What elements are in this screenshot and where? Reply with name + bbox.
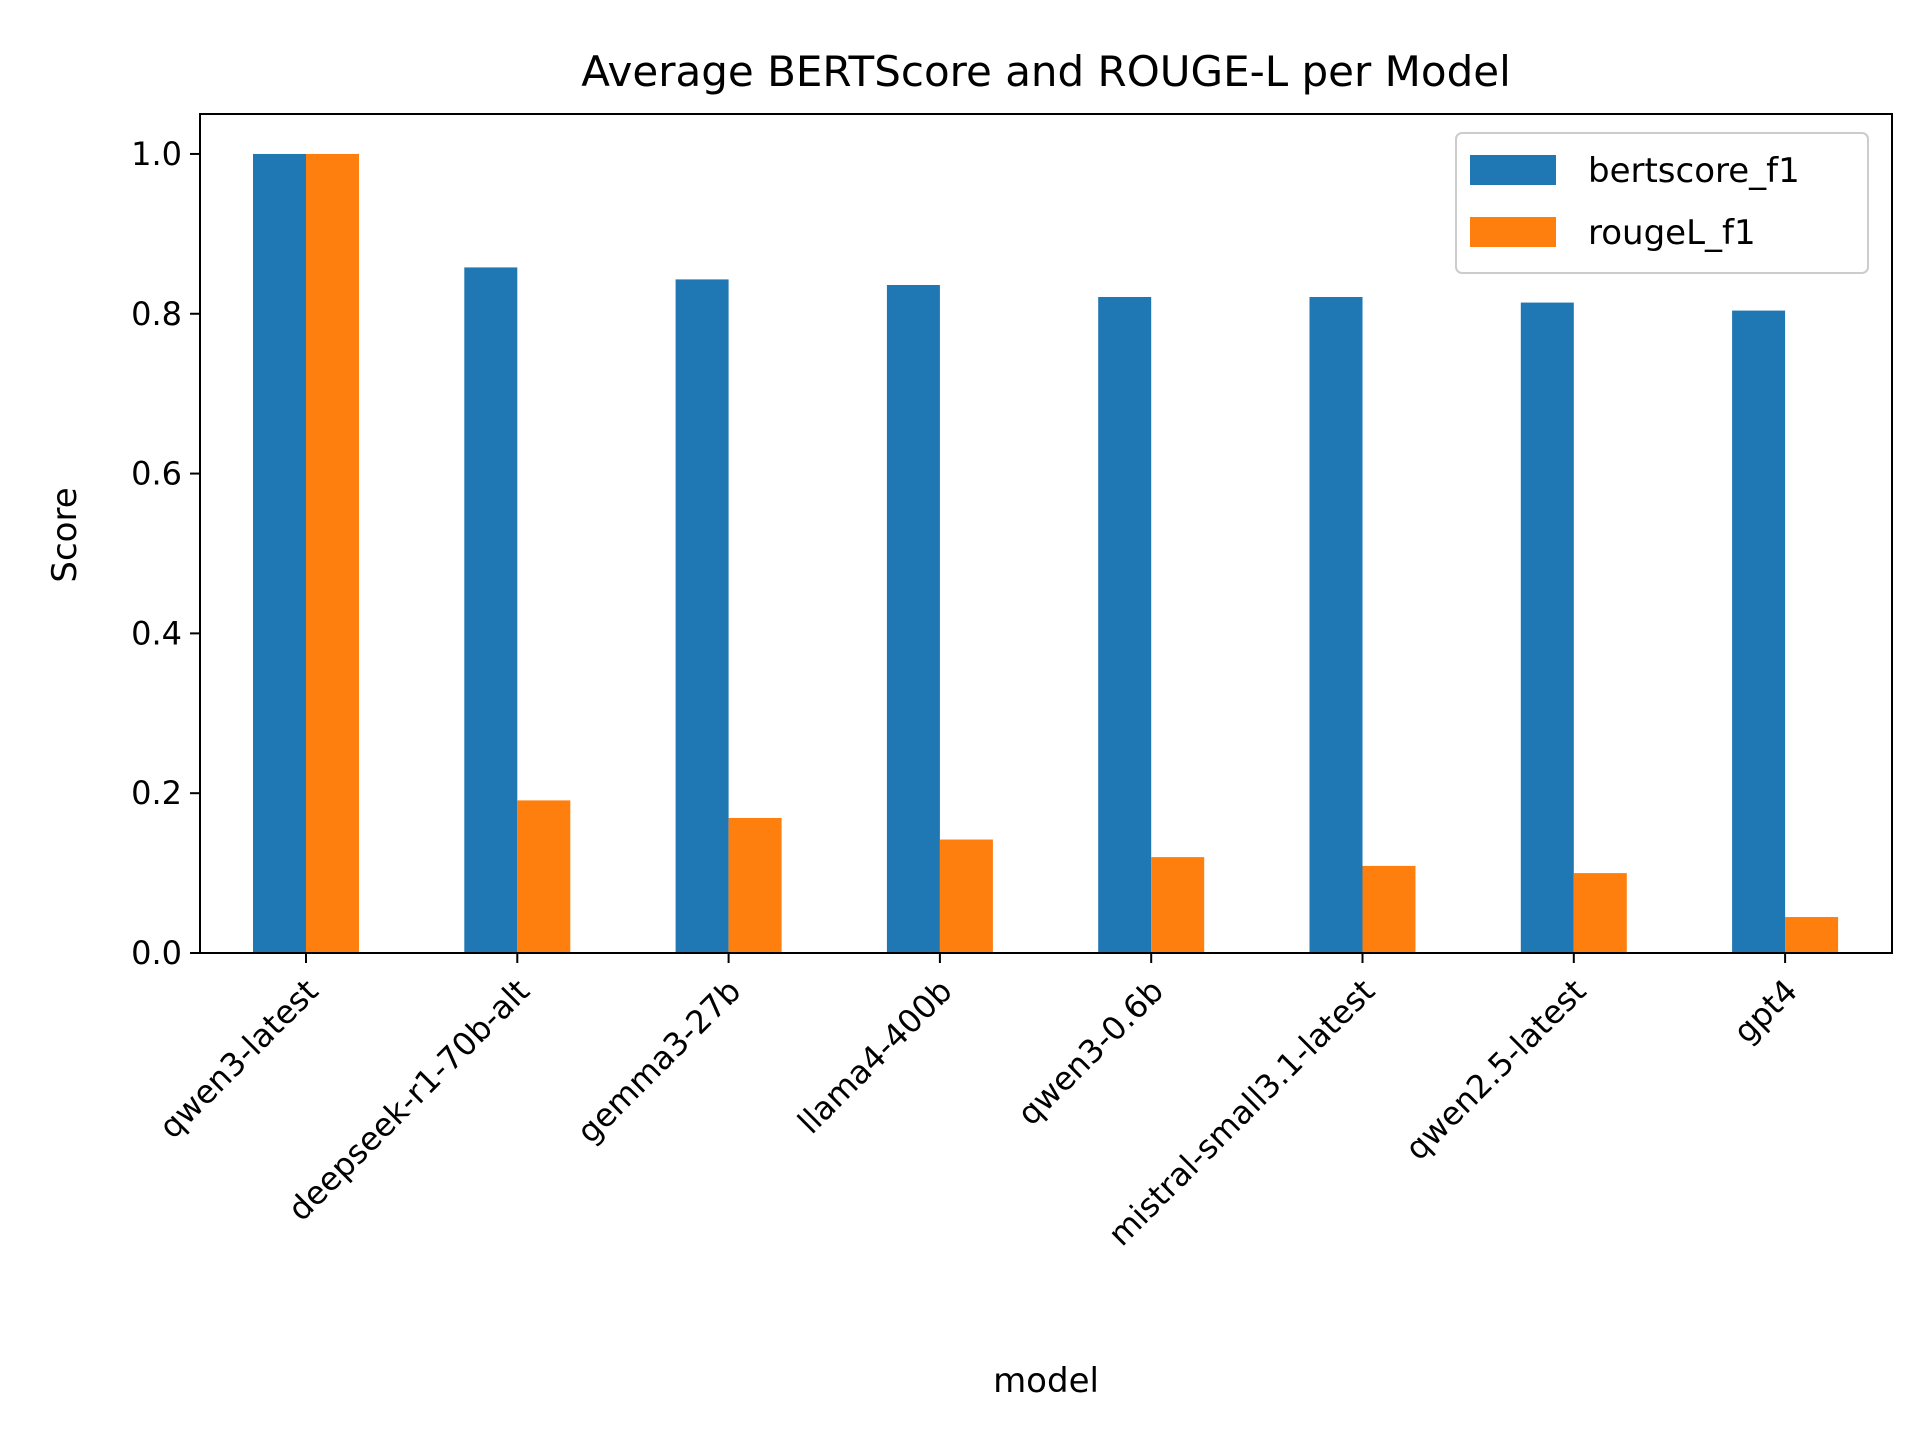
legend-label-bertscore_f1: bertscore_f1 [1588,151,1800,191]
bar-rougeL_f1-qwen3-0.6b [1151,857,1205,953]
legend-box [1455,132,1869,274]
x-tick-label-qwen3-0.6b: qwen3-0.6b [1010,972,1171,1133]
bar-bertscore_f1-llama4-400b [886,284,940,953]
bar-rougeL_f1-qwen3-latest [306,153,359,953]
bar-rougeL_f1-gpt4 [1785,917,1839,953]
x-tick-label-llama4-400b: llama4-400b [790,972,959,1141]
x-tick-label-qwen3-latest: qwen3-latest [151,972,325,1146]
x-tick-label-gpt4: gpt4 [1726,972,1805,1051]
y-axis-label: Score [45,487,85,582]
y-tick-label-0.0: 0.0 [131,934,182,972]
legend-swatch-bertscore_f1 [1470,155,1556,185]
bars-layer [253,153,1839,954]
bar-rougeL_f1-qwen2.5-latest [1573,873,1627,953]
x-tick-label-gemma3-27b: gemma3-27b [569,972,748,1151]
bar-bertscore_f1-qwen3-latest [253,153,306,953]
bar-bertscore_f1-qwen3-0.6b [1098,296,1152,953]
x-axis-label: model [993,1361,1099,1401]
bar-rougeL_f1-llama4-400b [939,839,993,953]
bar-bertscore_f1-qwen2.5-latest [1520,302,1574,954]
bar-bertscore_f1-mistral-small3.1-latest [1309,296,1363,953]
x-tick-label-deepseek-r1-70b-alt: deepseek-r1-70b-alt [280,972,537,1229]
y-tick-label-0.4: 0.4 [131,614,182,652]
bar-rougeL_f1-deepseek-r1-70b-alt [517,800,571,953]
y-tick-label-0.8: 0.8 [131,295,182,333]
chart-title: Average BERTScore and ROUGE-L per Model [581,47,1511,96]
bar-rougeL_f1-gemma3-27b [728,817,782,953]
y-tick-label-0.6: 0.6 [131,455,182,493]
legend-label-rougeL_f1: rougeL_f1 [1588,213,1756,253]
bar-bertscore_f1-gemma3-27b [675,279,729,954]
bar-bertscore_f1-deepseek-r1-70b-alt [464,267,518,954]
x-tick-label-qwen2.5-latest: qwen2.5-latest [1398,972,1594,1168]
legend-swatch-rougeL_f1 [1470,217,1556,247]
y-tick-label-0.2: 0.2 [131,774,182,812]
y-tick-label-1.0: 1.0 [131,135,182,173]
legend: bertscore_f1 rougeL_f1 [1455,132,1869,274]
bar-rougeL_f1-mistral-small3.1-latest [1362,865,1416,953]
bar-bertscore_f1-gpt4 [1732,310,1786,954]
plot-frame [199,113,1893,954]
